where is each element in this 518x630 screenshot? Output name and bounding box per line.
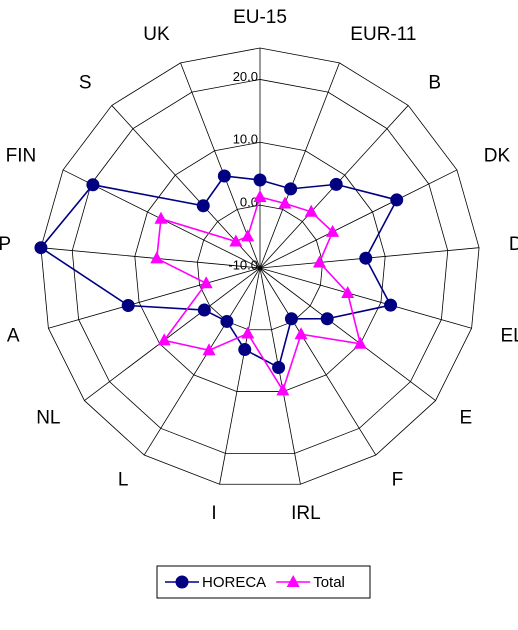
spoke: [219, 267, 261, 485]
tick-label: -10.0: [228, 257, 258, 272]
marker: [320, 312, 334, 326]
marker: [150, 251, 164, 264]
category-label: B: [428, 72, 441, 93]
marker: [196, 199, 210, 213]
category-label: EL: [500, 325, 518, 346]
marker: [154, 211, 168, 224]
spoke: [143, 267, 261, 456]
grid-ring: [197, 204, 323, 331]
marker: [199, 276, 213, 289]
marker: [253, 189, 267, 202]
spoke: [259, 267, 472, 329]
category-label: DK: [484, 146, 511, 167]
spoke: [259, 62, 340, 269]
marker: [353, 336, 367, 349]
spoke: [84, 267, 261, 401]
marker: [238, 343, 252, 357]
series-line: [155, 196, 362, 393]
marker: [390, 193, 404, 207]
grid-ring: [40, 47, 480, 485]
legend-marker: [175, 575, 189, 589]
spoke: [48, 267, 261, 329]
marker: [294, 327, 308, 340]
category-label: F: [392, 470, 404, 491]
marker: [304, 204, 318, 217]
grid-ring: [71, 79, 449, 454]
legend-marker: [286, 575, 300, 587]
marker: [241, 229, 255, 242]
marker: [217, 169, 231, 183]
spoke: [259, 267, 377, 456]
marker: [284, 182, 298, 196]
series-line: [39, 175, 398, 369]
marker: [241, 326, 255, 339]
spoke: [259, 169, 458, 269]
legend-label: Total: [313, 574, 345, 591]
spoke: [259, 267, 301, 485]
marker: [86, 178, 100, 192]
tick-label: 20.0: [233, 69, 258, 84]
category-label: A: [7, 325, 20, 346]
marker: [276, 383, 290, 396]
grid-ring: [134, 141, 386, 392]
marker: [34, 241, 48, 255]
marker: [384, 298, 398, 312]
category-label: NL: [36, 408, 60, 429]
category-label: I: [211, 503, 216, 524]
marker: [278, 196, 292, 209]
marker: [121, 298, 135, 312]
category-label: S: [79, 72, 92, 93]
marker: [220, 314, 234, 328]
category-label: P: [0, 234, 11, 255]
category-label: E: [460, 408, 473, 429]
marker: [326, 224, 340, 237]
category-label: UK: [143, 24, 170, 45]
marker: [197, 303, 211, 317]
category-label: EUR-11: [350, 24, 416, 45]
tick-label: 10.0: [233, 132, 258, 147]
category-label: L: [118, 470, 129, 491]
category-label: D: [509, 234, 518, 255]
category-label: IRL: [291, 503, 321, 524]
marker: [253, 173, 267, 187]
marker: [272, 360, 286, 374]
marker: [157, 333, 171, 346]
marker: [202, 343, 216, 356]
spoke: [259, 267, 436, 401]
marker: [229, 234, 243, 247]
legend-label: HORECA: [202, 574, 266, 591]
category-label: EU-15: [233, 7, 287, 28]
marker: [359, 251, 373, 265]
marker: [341, 285, 355, 298]
marker: [284, 312, 298, 326]
spoke: [40, 247, 261, 269]
category-label: FIN: [6, 146, 37, 167]
tick-label: 0.0: [240, 195, 258, 210]
marker: [329, 177, 343, 191]
marker: [312, 255, 326, 268]
